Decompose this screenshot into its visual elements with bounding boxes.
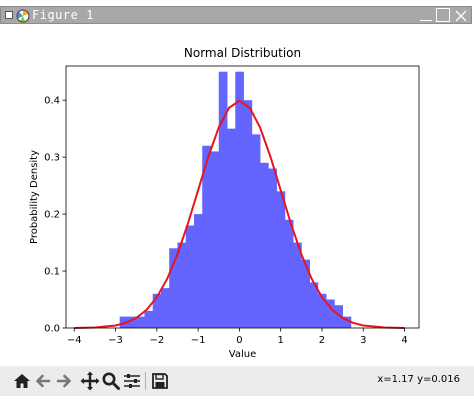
histogram-bar <box>160 288 170 328</box>
x-tick-label: 4 <box>401 335 407 346</box>
x-tick-label: 0 <box>236 335 242 346</box>
histogram-bar <box>227 128 236 328</box>
window-title: Figure 1 <box>32 8 94 22</box>
x-axis-label: Value <box>229 349 256 360</box>
x-tick-label: 1 <box>278 335 284 346</box>
pan-icon <box>80 371 100 391</box>
y-tick-label: 0.3 <box>44 153 60 164</box>
title-bar: Figure 1 <box>0 6 472 24</box>
x-tick-label: −4 <box>67 335 82 346</box>
home-button[interactable] <box>12 371 32 391</box>
cursor-coordinates: x=1.17 y=0.016 <box>377 374 460 385</box>
y-tick-label: 0.2 <box>44 210 60 221</box>
histogram-bar <box>268 168 277 328</box>
x-axis-ticks: −4 −3 −2 −1 0 1 2 3 4 <box>67 328 408 346</box>
chart-title: Normal Distribution <box>184 46 301 60</box>
histogram-bar <box>169 248 178 328</box>
histogram-bar <box>127 316 137 328</box>
pdf-curve <box>74 99 405 329</box>
histogram-bar <box>309 282 319 328</box>
histogram-bar <box>235 71 244 328</box>
forward-button[interactable] <box>54 371 74 391</box>
forward-icon <box>56 374 71 388</box>
configure-subplots-button[interactable] <box>122 371 142 391</box>
histogram-bar <box>210 151 220 328</box>
x-tick-label: 3 <box>360 335 366 346</box>
back-button[interactable] <box>33 371 53 391</box>
histogram-bar <box>136 316 145 328</box>
histogram-bar <box>260 162 269 328</box>
minimize-button[interactable] <box>419 8 433 22</box>
histogram-bar <box>301 259 310 328</box>
histogram-bar <box>202 145 211 328</box>
configure-subplots-icon <box>124 374 140 388</box>
histogram-bar <box>144 310 154 328</box>
y-axis-label: Probability Density <box>29 150 40 244</box>
x-tick-label: −3 <box>108 335 123 346</box>
y-tick-label: 0.0 <box>44 324 60 335</box>
maximize-button[interactable] <box>436 8 450 22</box>
zoom-icon <box>102 372 120 390</box>
histogram-bar <box>193 214 203 328</box>
histogram-chart: −4 −3 −2 −1 0 1 2 3 4 0.0 0.1 0.2 0.3 0.4 Normal Dis… <box>29 46 420 360</box>
toolbar-separator <box>145 372 146 390</box>
y-tick-label: 0.4 <box>44 96 60 107</box>
back-icon <box>36 374 51 388</box>
y-axis-ticks: 0.0 0.1 0.2 0.3 0.4 <box>44 96 66 335</box>
histogram-bar <box>293 242 302 328</box>
histogram-bar <box>218 71 228 328</box>
histogram-bar <box>251 134 261 328</box>
save-icon <box>152 373 168 389</box>
histogram-bar <box>334 305 344 328</box>
x-tick-label: −1 <box>191 335 206 346</box>
window-menu-button[interactable] <box>5 11 13 19</box>
histogram-bar <box>326 299 335 328</box>
save-button[interactable] <box>150 371 170 391</box>
pan-button[interactable] <box>80 371 100 391</box>
histogram-bar <box>185 225 195 328</box>
histogram-bar <box>317 293 327 328</box>
histogram-bar <box>177 242 187 328</box>
zoom-button[interactable] <box>101 371 121 391</box>
x-tick-label: 2 <box>319 335 325 346</box>
histogram-bar <box>342 316 352 328</box>
y-tick-label: 0.1 <box>44 267 60 278</box>
histogram-bars <box>119 71 352 328</box>
histogram-bar <box>284 219 294 328</box>
home-icon <box>14 374 30 388</box>
axes-frame <box>65 65 420 329</box>
close-icon <box>455 10 467 22</box>
histogram-bar <box>243 100 253 328</box>
x-tick-label: −2 <box>149 335 164 346</box>
histogram-bar <box>152 293 162 328</box>
navigation-toolbar: x=1.17 y=0.016 <box>0 366 474 396</box>
matplotlib-logo-icon <box>16 8 30 23</box>
close-button[interactable] <box>454 8 468 22</box>
histogram-bar <box>276 191 286 328</box>
